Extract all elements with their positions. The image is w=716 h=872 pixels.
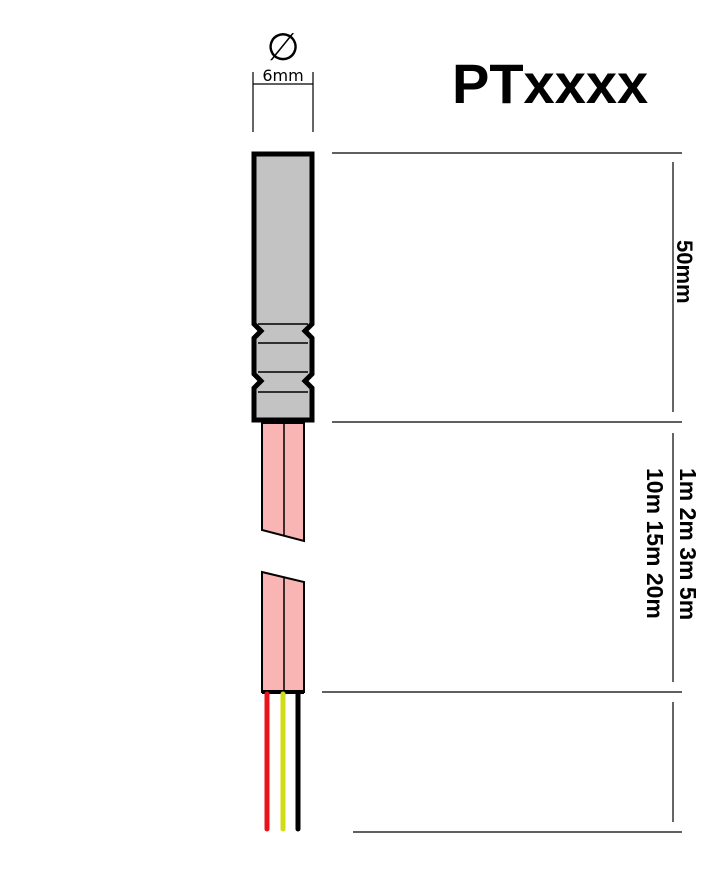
diameter-dimension-lines xyxy=(252,72,314,132)
probe-length-label: 50mm xyxy=(672,240,697,304)
cable-length-line1: 1m 2m 3m 5m xyxy=(675,468,701,620)
title: PTxxxx xyxy=(452,52,648,115)
cable-lower xyxy=(261,570,305,694)
diameter-label: 6mm xyxy=(262,66,303,85)
length-dimension-lines xyxy=(322,152,682,833)
diameter-symbol: ∅ xyxy=(266,25,299,69)
cable-length-line2: 10m 15m 20m xyxy=(642,468,668,619)
probe-body xyxy=(251,151,315,423)
cable-upper xyxy=(261,422,305,543)
